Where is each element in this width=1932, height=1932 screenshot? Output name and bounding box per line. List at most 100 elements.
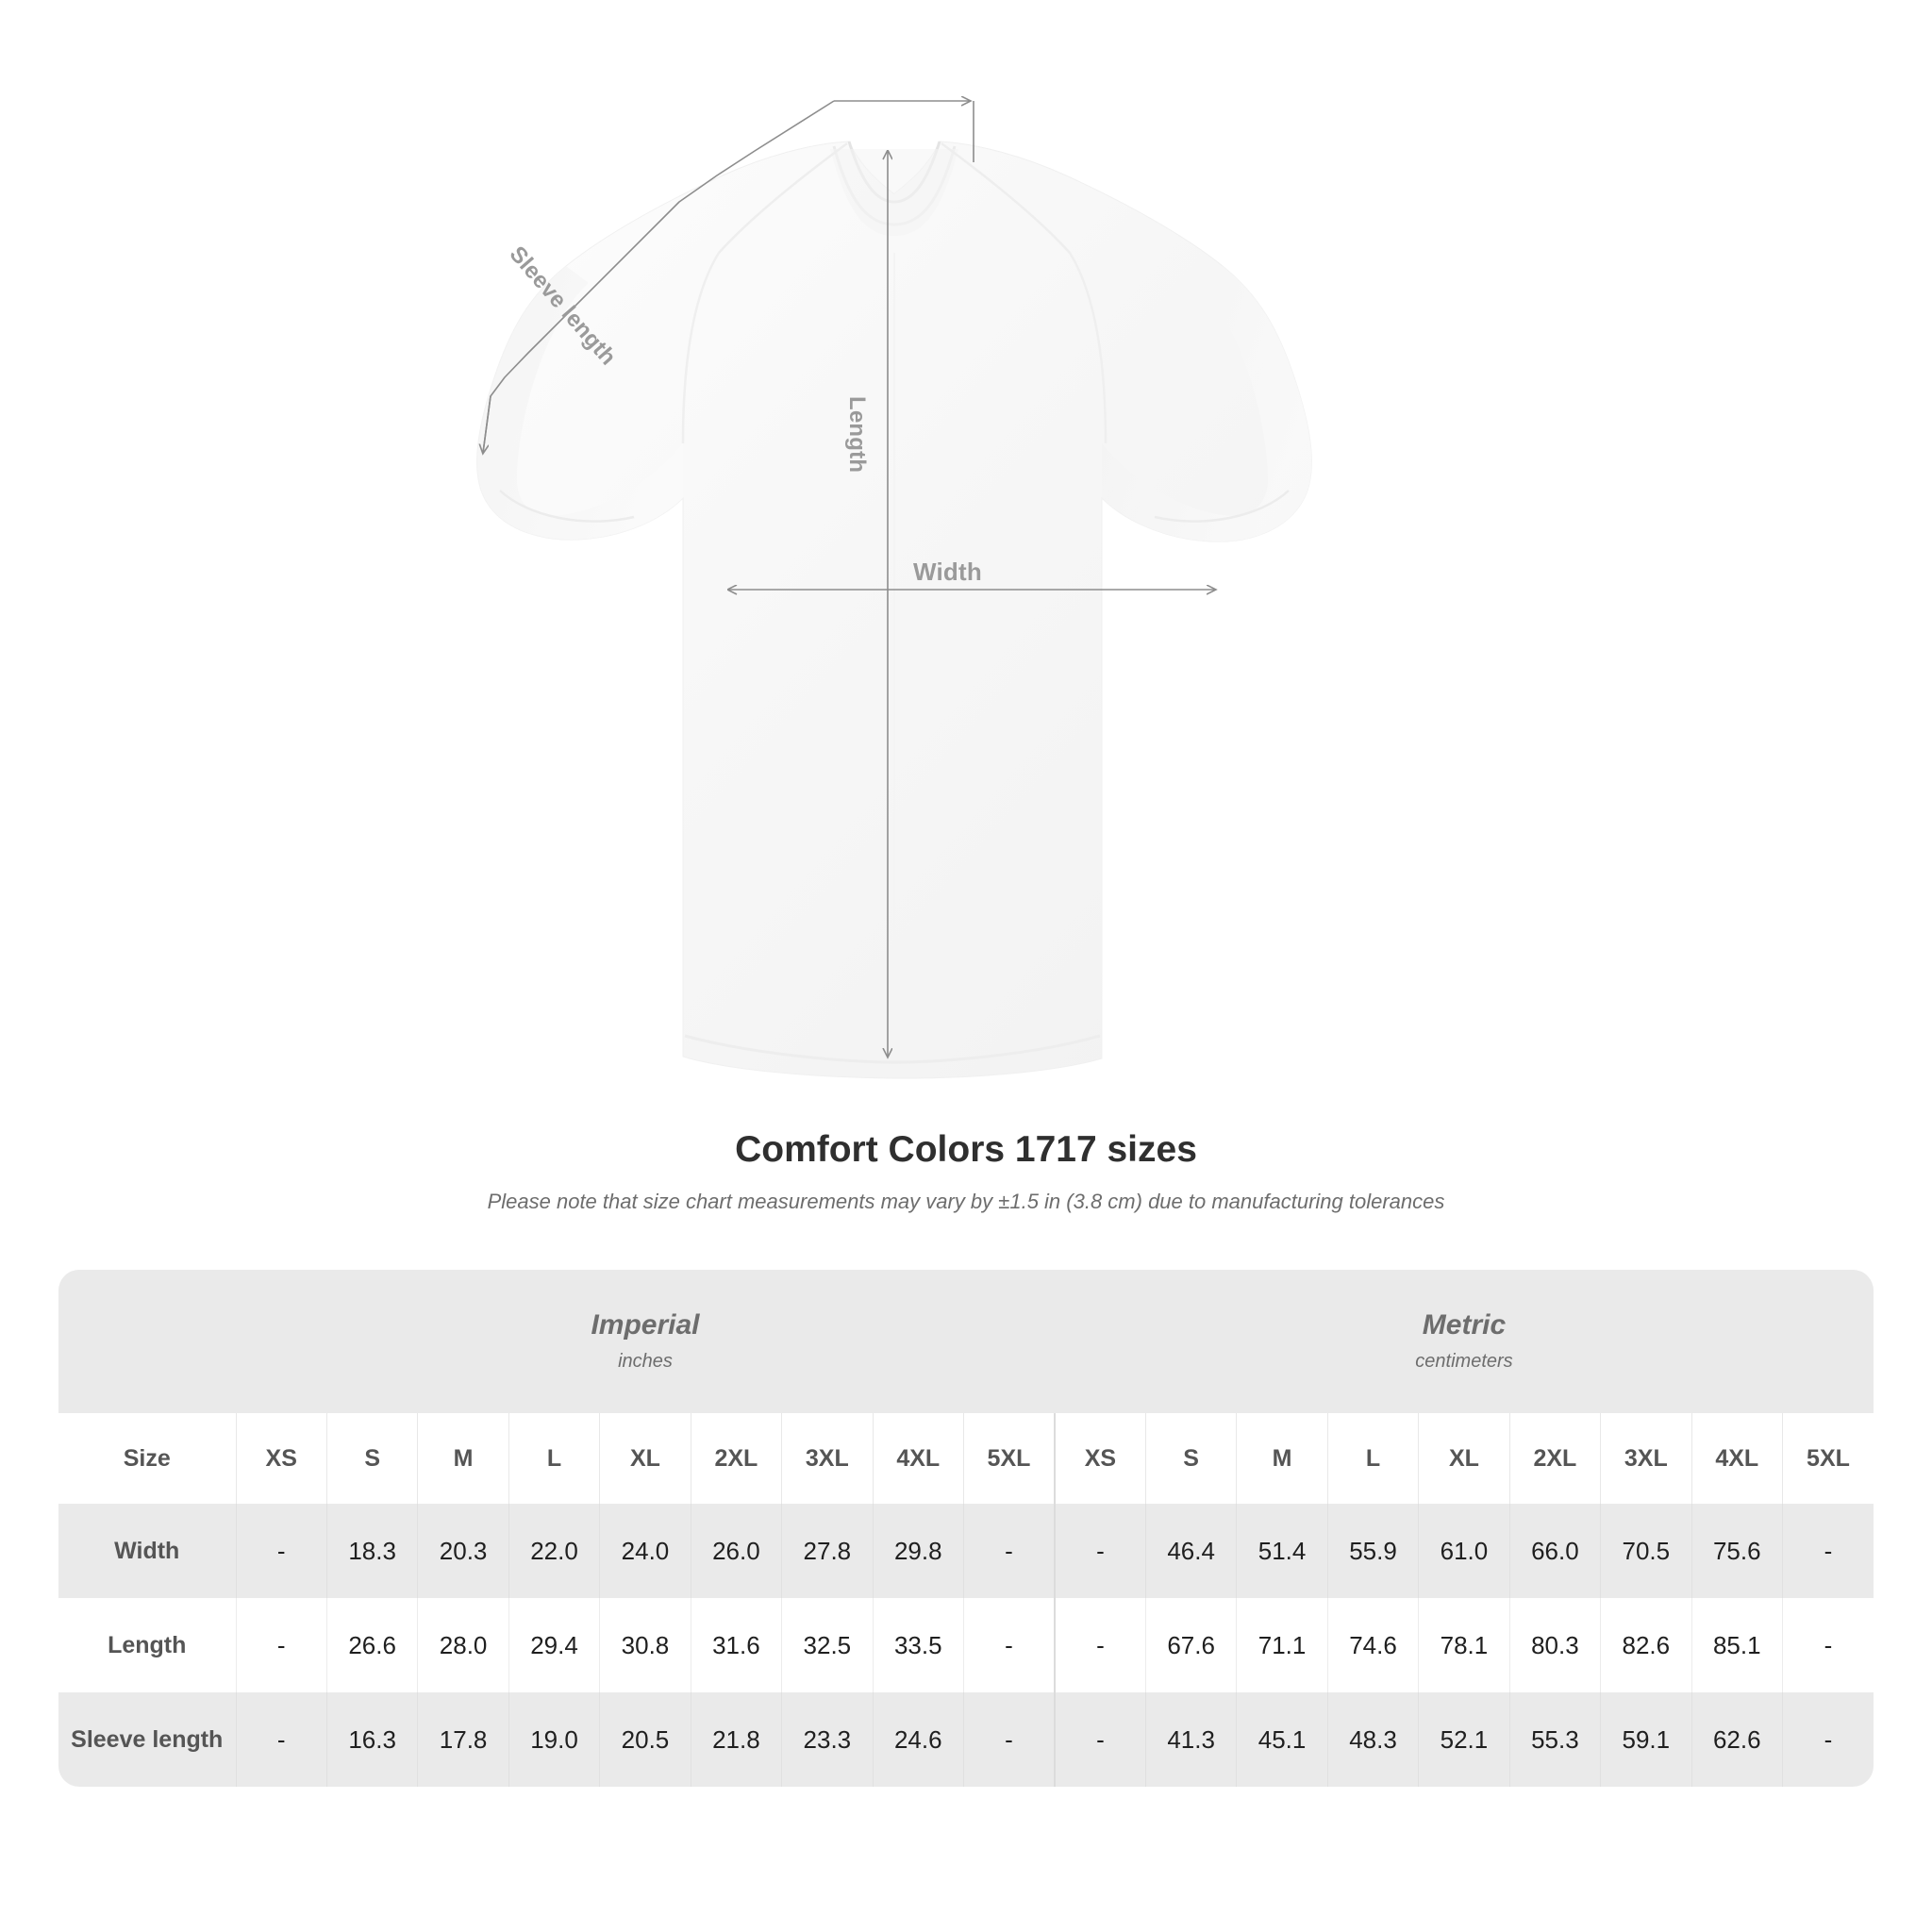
size-header-cell-metric-L: L bbox=[1327, 1413, 1420, 1504]
size-header-cell-metric-3XL: 3XL bbox=[1600, 1413, 1692, 1504]
cell-length-imperial-M: 28.0 bbox=[417, 1598, 509, 1692]
cell-width-imperial-3XL: 27.8 bbox=[781, 1504, 874, 1598]
cell-sleeve-length-metric-3XL: 59.1 bbox=[1600, 1692, 1692, 1787]
row-label-sleeve-length: Sleeve length bbox=[58, 1692, 237, 1787]
tolerance-note: Please note that size chart measurements… bbox=[487, 1189, 1445, 1213]
size-header-cell-imperial-XL: XL bbox=[599, 1413, 691, 1504]
cell-length-imperial-5XL: - bbox=[963, 1598, 1056, 1692]
unit-subtitle: inches bbox=[618, 1351, 673, 1373]
unit-header-row: Imperial inches Metric centimeters bbox=[58, 1270, 1874, 1413]
size-chart-table-container: Imperial inches Metric centimeters Size XS S M L… bbox=[58, 1270, 1874, 1787]
cell-length-metric-5XL: - bbox=[1782, 1598, 1874, 1692]
cell-sleeve-length-imperial-L: 19.0 bbox=[508, 1692, 601, 1787]
tshirt-diagram: Width Length Sleeve length bbox=[476, 0, 1312, 1079]
tshirt-shape bbox=[476, 141, 1312, 1079]
page-title: Comfort Colors 1717 sizes bbox=[735, 1129, 1197, 1170]
size-header-row: Size XS S M L XL 2XL 3XL 4XL 5XL XS S M L XL 2XL 3XL 4XL 5… bbox=[58, 1413, 1874, 1504]
size-header-cell-imperial-XS: XS bbox=[236, 1413, 327, 1504]
cell-sleeve-length-imperial-5XL: - bbox=[963, 1692, 1056, 1787]
row-label-width: Width bbox=[58, 1504, 237, 1598]
cell-width-imperial-4XL: 29.8 bbox=[873, 1504, 965, 1598]
cell-sleeve-length-imperial-2XL: 21.8 bbox=[691, 1692, 783, 1787]
cell-sleeve-length-imperial-M: 17.8 bbox=[417, 1692, 509, 1787]
cell-width-metric-XS: - bbox=[1054, 1504, 1146, 1598]
cell-sleeve-length-metric-S: 41.3 bbox=[1145, 1692, 1238, 1787]
size-header-cell-metric-5XL: 5XL bbox=[1782, 1413, 1874, 1504]
cell-length-imperial-2XL: 31.6 bbox=[691, 1598, 783, 1692]
size-header-cell-imperial-3XL: 3XL bbox=[781, 1413, 874, 1504]
width-label: Width bbox=[913, 558, 982, 586]
size-header-cell-metric-XS: XS bbox=[1054, 1413, 1146, 1504]
cell-sleeve-length-metric-M: 45.1 bbox=[1236, 1692, 1328, 1787]
cell-length-metric-2XL: 80.3 bbox=[1509, 1598, 1602, 1692]
size-header-cell-imperial-4XL: 4XL bbox=[873, 1413, 965, 1504]
cell-sleeve-length-metric-2XL: 55.3 bbox=[1509, 1692, 1602, 1787]
size-header-cell-imperial-M: M bbox=[417, 1413, 509, 1504]
cell-width-imperial-S: 18.3 bbox=[326, 1504, 419, 1598]
cell-length-metric-M: 71.1 bbox=[1236, 1598, 1328, 1692]
table-row: Width -18.3 20.3 22.0 24.0 26.0 27.8 29.8- -46.4… bbox=[58, 1504, 1874, 1598]
table-row: Sleeve length -16.3 17.8 19.0 20.5 21.8 23.3 24… bbox=[58, 1692, 1874, 1787]
cell-width-imperial-2XL: 26.0 bbox=[691, 1504, 783, 1598]
cell-length-imperial-L: 29.4 bbox=[508, 1598, 601, 1692]
size-header-cell-metric-S: S bbox=[1145, 1413, 1238, 1504]
cell-sleeve-length-metric-4XL: 62.6 bbox=[1691, 1692, 1783, 1787]
cell-length-metric-S: 67.6 bbox=[1145, 1598, 1238, 1692]
size-header-cell-imperial-S: S bbox=[326, 1413, 419, 1504]
size-header-cell-imperial-5XL: 5XL bbox=[963, 1413, 1056, 1504]
cell-sleeve-length-imperial-XL: 20.5 bbox=[599, 1692, 691, 1787]
unit-header-imperial: Imperial inches bbox=[236, 1270, 1055, 1413]
cell-sleeve-length-metric-XS: - bbox=[1054, 1692, 1146, 1787]
cell-length-imperial-3XL: 32.5 bbox=[781, 1598, 874, 1692]
cell-length-imperial-S: 26.6 bbox=[326, 1598, 419, 1692]
unit-header-spacer bbox=[58, 1270, 236, 1413]
size-header-cell-metric-4XL: 4XL bbox=[1691, 1413, 1783, 1504]
cell-length-imperial-XS: - bbox=[236, 1598, 327, 1692]
unit-header-metric: Metric centimeters bbox=[1054, 1270, 1874, 1413]
cell-sleeve-length-metric-L: 48.3 bbox=[1327, 1692, 1420, 1787]
cell-width-metric-XL: 61.0 bbox=[1418, 1504, 1510, 1598]
size-header-cell-metric-2XL: 2XL bbox=[1509, 1413, 1602, 1504]
cell-sleeve-length-metric-5XL: - bbox=[1782, 1692, 1874, 1787]
cell-length-metric-XS: - bbox=[1054, 1598, 1146, 1692]
size-header-cell-imperial-2XL: 2XL bbox=[691, 1413, 783, 1504]
cell-width-metric-S: 46.4 bbox=[1145, 1504, 1238, 1598]
cell-length-metric-3XL: 82.6 bbox=[1600, 1598, 1692, 1692]
size-header-cell-metric-M: M bbox=[1236, 1413, 1328, 1504]
unit-name: Imperial bbox=[591, 1308, 700, 1341]
cell-length-metric-XL: 78.1 bbox=[1418, 1598, 1510, 1692]
size-header-cell-metric-XL: XL bbox=[1418, 1413, 1510, 1504]
cell-width-imperial-XL: 24.0 bbox=[599, 1504, 691, 1598]
cell-sleeve-length-metric-XL: 52.1 bbox=[1418, 1692, 1510, 1787]
cell-sleeve-length-imperial-3XL: 23.3 bbox=[781, 1692, 874, 1787]
cell-length-metric-4XL: 85.1 bbox=[1691, 1598, 1783, 1692]
title-block: Comfort Colors 1717 sizes Please note th… bbox=[0, 1128, 1932, 1214]
size-chart-table: Imperial inches Metric centimeters Size XS S M L… bbox=[58, 1270, 1874, 1787]
measurement-guides bbox=[483, 101, 1215, 1057]
cell-width-metric-L: 55.9 bbox=[1327, 1504, 1420, 1598]
cell-width-metric-3XL: 70.5 bbox=[1600, 1504, 1692, 1598]
unit-subtitle: centimeters bbox=[1415, 1351, 1513, 1373]
sleeve-arrow-tail bbox=[483, 395, 491, 453]
cell-width-metric-4XL: 75.6 bbox=[1691, 1504, 1783, 1598]
table-row: Length -26.6 28.0 29.4 30.8 31.6 32.5 33.5- -67.… bbox=[58, 1598, 1874, 1692]
row-label-length: Length bbox=[58, 1598, 237, 1692]
cell-width-imperial-5XL: - bbox=[963, 1504, 1056, 1598]
length-label: Length bbox=[844, 396, 870, 474]
tshirt-illustration bbox=[476, 0, 1312, 1079]
cell-length-imperial-XL: 30.8 bbox=[599, 1598, 691, 1692]
cell-width-imperial-L: 22.0 bbox=[508, 1504, 601, 1598]
cell-sleeve-length-imperial-S: 16.3 bbox=[326, 1692, 419, 1787]
cell-sleeve-length-imperial-XS: - bbox=[236, 1692, 327, 1787]
cell-sleeve-length-imperial-4XL: 24.6 bbox=[873, 1692, 965, 1787]
cell-length-imperial-4XL: 33.5 bbox=[873, 1598, 965, 1692]
size-header-label: Size bbox=[58, 1413, 237, 1504]
cell-width-metric-5XL: - bbox=[1782, 1504, 1874, 1598]
cell-width-imperial-XS: - bbox=[236, 1504, 327, 1598]
cell-width-metric-2XL: 66.0 bbox=[1509, 1504, 1602, 1598]
sleeve-length-arrow bbox=[482, 100, 835, 454]
cell-width-imperial-M: 20.3 bbox=[417, 1504, 509, 1598]
unit-name: Metric bbox=[1422, 1308, 1507, 1341]
cell-width-metric-M: 51.4 bbox=[1236, 1504, 1328, 1598]
cell-length-metric-L: 74.6 bbox=[1327, 1598, 1420, 1692]
